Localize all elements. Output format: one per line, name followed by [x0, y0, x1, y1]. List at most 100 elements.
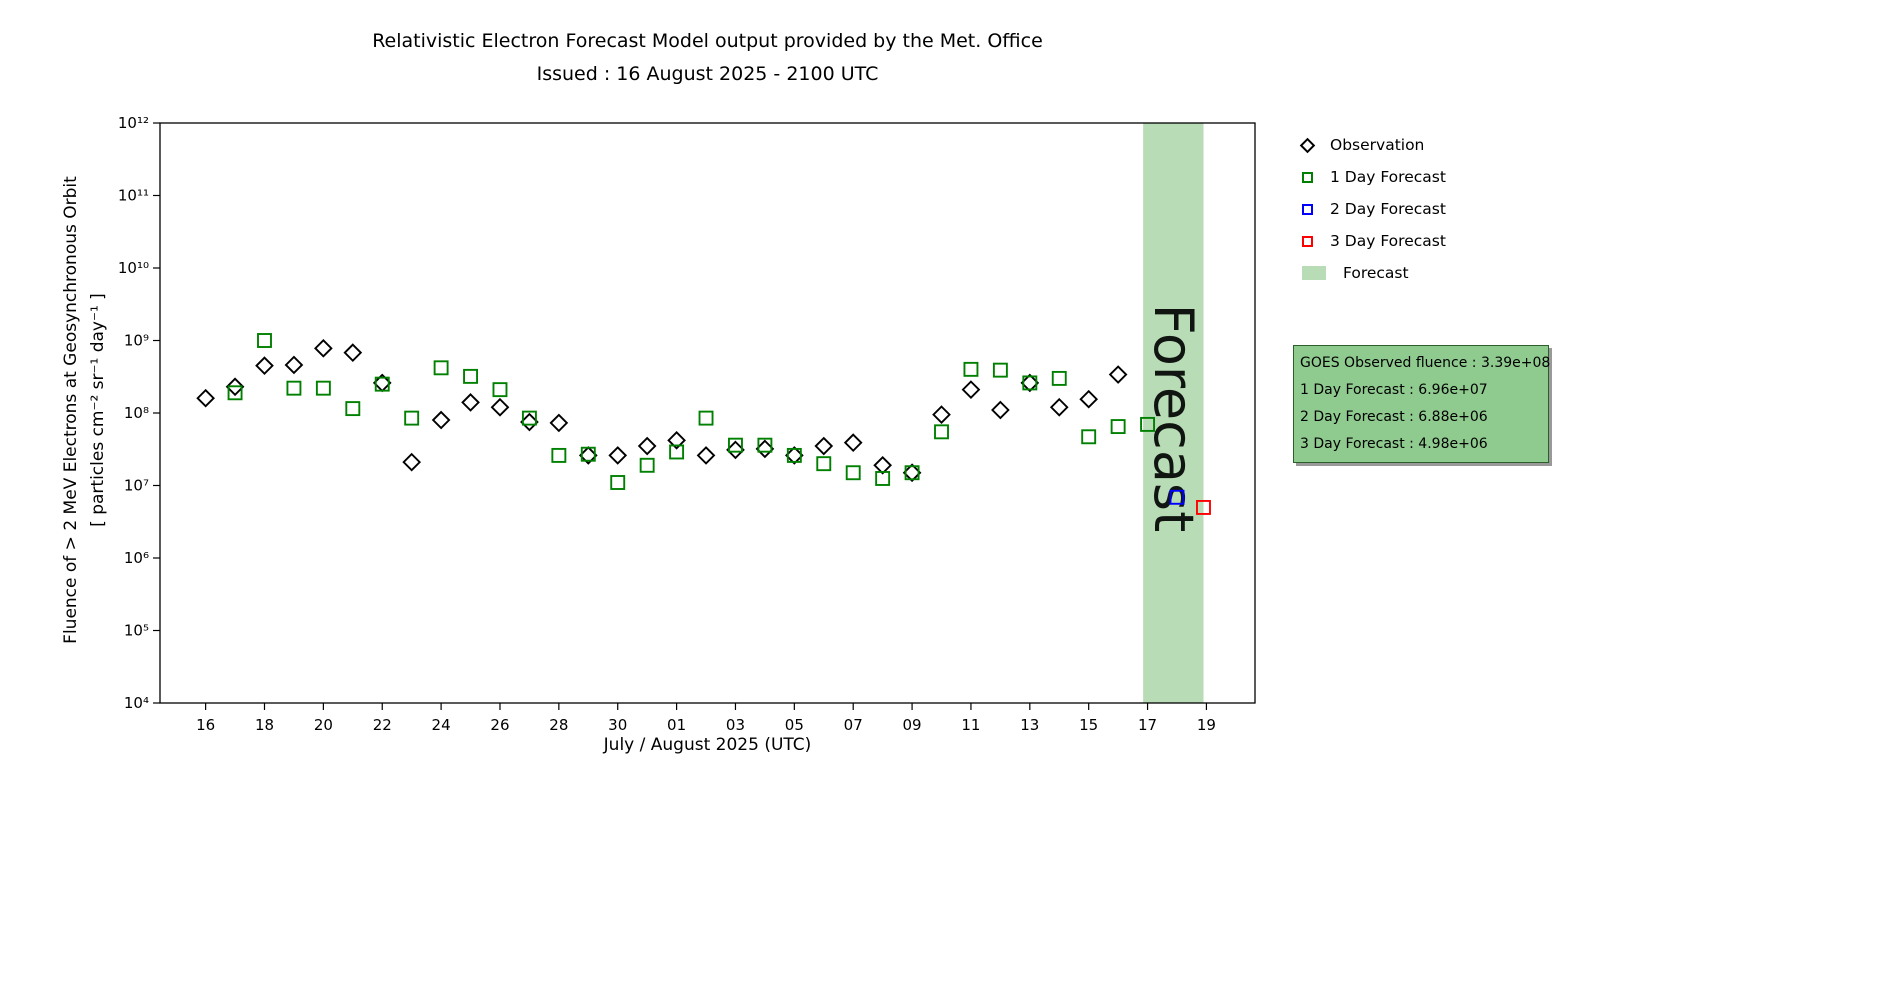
one-day-forecast-point: [374, 376, 390, 392]
observation-point: [578, 446, 598, 465]
one-day-forecast-point: [757, 437, 773, 453]
observation-point: [755, 439, 775, 459]
legend-label: 3 Day Forecast: [1330, 232, 1446, 250]
observation-point: [1049, 397, 1069, 417]
one-day-forecast-point: [433, 360, 449, 376]
three-day-forecast-marker-icon: [1302, 235, 1313, 247]
legend-label: 1 Day Forecast: [1330, 168, 1446, 186]
observation-point: [490, 397, 510, 417]
observation-point: [196, 388, 215, 408]
plot-border: [159, 122, 1256, 704]
x-tick-label: 13: [1020, 716, 1039, 734]
one-day-forecast-point: [227, 385, 243, 401]
observation-point: [225, 377, 245, 397]
one-day-forecast-point: [610, 475, 626, 490]
three-day-forecast-point: [1196, 500, 1211, 515]
two-day-forecast-marker-icon: [1302, 203, 1313, 215]
y-tick-label: 10⁹: [124, 332, 149, 350]
one-day-forecast-marker-icon: [1302, 171, 1313, 183]
legend-item-observation: Observation: [1299, 129, 1446, 161]
one-day-forecast-point: [463, 368, 478, 384]
x-tick-label: 01: [667, 716, 686, 734]
x-tick-label: 03: [726, 716, 745, 734]
x-tick-label: 09: [903, 716, 922, 734]
observation-point: [461, 393, 480, 412]
y-tick-label: 10⁴: [124, 694, 149, 712]
one-day-forecast-point: [698, 410, 714, 426]
observation-point: [932, 405, 951, 424]
one-day-forecast-point: [286, 380, 302, 396]
one-day-forecast-point: [551, 447, 567, 463]
one-day-forecast-point: [257, 333, 272, 348]
x-tick-label: 16: [196, 716, 215, 734]
one-day-forecast-point: [992, 362, 1008, 378]
info-line-3-day-forecast: 3 Day Forecast : 4.98e+06: [1300, 436, 1488, 452]
observation-point: [726, 440, 745, 460]
forecast-band-swatch-icon: [1302, 266, 1326, 280]
one-day-forecast-point: [816, 456, 832, 472]
x-tick-label: 20: [314, 716, 333, 734]
legend-label: Observation: [1330, 136, 1425, 154]
observation-point: [1020, 373, 1040, 393]
two-day-forecast-point: [1169, 489, 1185, 505]
x-tick-label: 24: [432, 716, 451, 734]
one-day-forecast-point: [492, 382, 508, 398]
observation-point: [549, 413, 569, 433]
y-tick-label: 10¹²: [118, 114, 149, 132]
x-tick-label: 26: [490, 716, 509, 734]
x-tick-label: 30: [608, 716, 627, 734]
legend-item-forecast-band: Forecast: [1302, 257, 1446, 289]
one-day-forecast-point: [845, 465, 861, 481]
one-day-forecast-point: [1081, 429, 1097, 445]
x-tick-label: 11: [961, 716, 980, 734]
legend: Observation 1 Day Forecast 2 Day Forecas…: [1299, 129, 1446, 289]
one-day-forecast-point: [1140, 416, 1156, 432]
observation-point: [667, 430, 686, 450]
y-tick-label: 10⁷: [124, 477, 149, 495]
chart-subtitle: Issued : 16 August 2025 - 2100 UTC: [536, 63, 879, 85]
observation-point: [1108, 365, 1128, 384]
one-day-forecast-point: [728, 437, 743, 453]
x-axis-label: July / August 2025 (UTC): [603, 735, 812, 755]
one-day-forecast-point: [1051, 370, 1067, 386]
one-day-forecast-point: [580, 446, 596, 462]
y-tick-label: 10⁶: [124, 549, 149, 567]
observation-point: [637, 436, 657, 456]
one-day-forecast-point: [786, 447, 802, 463]
x-tick-label: 19: [1197, 716, 1216, 734]
observation-point: [814, 436, 834, 456]
y-tick-label: 10⁵: [124, 622, 149, 640]
y-axis-label: Fluence of > 2 MeV Electrons at Geosynch…: [58, 60, 112, 760]
observation-point: [343, 343, 363, 362]
legend-item-2-day-forecast: 2 Day Forecast: [1302, 193, 1446, 225]
one-day-forecast-point: [875, 471, 891, 486]
one-day-forecast-point: [1110, 419, 1126, 435]
observation-point: [255, 356, 274, 375]
x-tick-label: 15: [1079, 716, 1098, 734]
observation-point: [314, 338, 333, 358]
x-tick-label: 28: [549, 716, 568, 734]
observation-point: [961, 380, 981, 399]
y-tick-label: 10¹¹: [118, 187, 149, 205]
observation-point: [991, 400, 1010, 420]
x-tick-label: 22: [373, 716, 392, 734]
x-tick-label: 07: [844, 716, 863, 734]
info-line-observed-fluence: GOES Observed fluence : 3.39e+08: [1300, 355, 1551, 371]
observation-marker-icon: [1299, 137, 1316, 153]
one-day-forecast-point: [934, 424, 949, 440]
legend-label: Forecast: [1343, 264, 1409, 282]
info-line-2-day-forecast: 2 Day Forecast : 6.88e+06: [1300, 409, 1488, 425]
one-day-forecast-point: [345, 401, 361, 417]
one-day-forecast-point: [963, 361, 979, 377]
forecast-band: [1143, 123, 1204, 703]
one-day-forecast-point: [639, 457, 655, 473]
observation-point: [902, 463, 922, 483]
legend-item-3-day-forecast: 3 Day Forecast: [1302, 225, 1446, 257]
info-line-1-day-forecast: 1 Day Forecast : 6.96e+07: [1300, 382, 1488, 398]
observation-point: [843, 433, 863, 452]
x-tick-label: 18: [255, 716, 274, 734]
one-day-forecast-point: [404, 410, 420, 426]
observation-point: [284, 355, 304, 375]
